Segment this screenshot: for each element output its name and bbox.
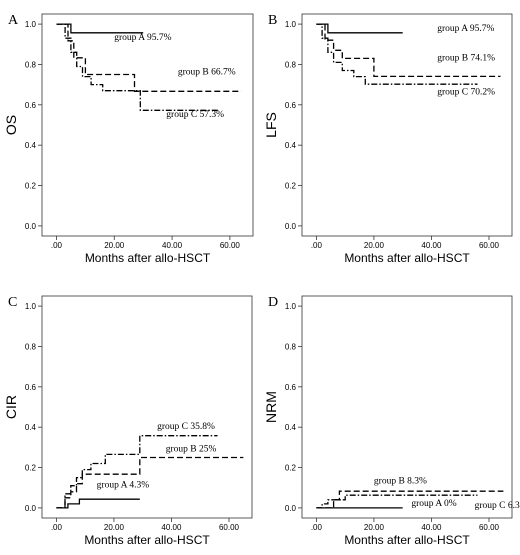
panel-b-ytick-label: 0.2 [285,182,297,191]
panel-b-x-axis-label: Months after allo-HSCT [344,251,470,265]
panel-d-ytick-label: 1.0 [285,302,297,311]
panel-a-ytick-label: 0.8 [25,60,37,69]
panel-c-series-b-annotation: group B 25% [166,444,217,454]
panel-a-xtick-label: 20.00 [104,241,125,250]
panel-c-letter: C [8,295,17,310]
panel-b-series-c-annotation: group C 70.2% [437,88,495,98]
panel-c-ytick-label: 1.0 [25,302,37,311]
panel-b-ytick-label: 0.8 [285,60,297,69]
panel-b-ytick-label: 0.6 [285,101,297,110]
panel-b-y-axis-label: LFS [263,112,279,138]
panel-d-xtick-label: 60.00 [479,523,500,532]
panel-c-ytick-label: 0.2 [25,464,37,473]
panel-a-ytick-label: 0.2 [25,182,37,191]
panel-b-xtick-label: .00 [311,241,323,250]
panel-c-ytick-label: 0.0 [25,504,37,513]
panel-c-ytick-label: 0.4 [25,423,37,432]
panel-c-xtick-label: .00 [51,523,63,532]
panel-d-letter: D [268,295,278,310]
panel-d-ytick-label: 0.0 [285,504,297,513]
panel-a-series-b-annotation: group B 66.7% [178,68,236,78]
panel-d-series-a-annotation: group A 0% [411,499,456,509]
panel-b-series-a-annotation: group A 95.7% [437,24,494,34]
panel-c-xtick-label: 60.00 [219,523,240,532]
panel-c-series-a-annotation: group A 4.3% [97,481,150,491]
panel-b-letter: B [268,13,277,28]
panel-d-series-c-annotation: group C 6.3% [475,501,520,511]
panel-b-plot-frame [301,13,513,237]
panel-a-series-a-annotation: group A 95.7% [114,33,171,43]
panel-b-series-a-line [316,23,403,34]
panel-c-y-axis-label: CIR [3,395,19,419]
panel-d-xtick-label: 40.00 [421,523,442,532]
panel-b-xtick-label: 60.00 [479,241,500,250]
panel-d-ytick-label: 0.2 [285,464,297,473]
panel-d-ytick-label: 0.4 [285,423,297,432]
panel-a-xtick-label: 60.00 [220,241,241,250]
panel-d-ytick-label: 0.6 [285,383,297,392]
panel-a-series-b-line [56,23,242,92]
panel-d-plot-frame [301,295,513,519]
panel-c-series-b-line [56,456,244,509]
panel-b-series-b-annotation: group B 74.1% [437,53,495,63]
panel-d-xtick-label: 20.00 [364,523,385,532]
panel-c-series-a-line [56,498,140,509]
panel-a-series-a-line [56,23,144,34]
panel-a-ytick-label: 0.4 [25,141,37,150]
panel-c-plot-frame [41,295,253,519]
panel-a-ytick-label: 0.0 [25,222,37,231]
panel-b-ytick-label: 0.4 [285,141,297,150]
panel-c-x-axis-label: Months after allo-HSCT [84,533,210,547]
panel-a-xtick-label: .00 [51,241,63,250]
panel-a-ytick-label: 1.0 [25,20,37,29]
panel-b-xtick-label: 40.00 [421,241,442,250]
panel-c-series-c-line [56,435,218,509]
panel-c-ytick-label: 0.6 [25,383,37,392]
panel-c-xtick-label: 40.00 [161,523,182,532]
panel-d-y-axis-label: NRM [263,391,279,423]
panel-d-ytick-label: 0.8 [285,342,297,351]
panel-a-series-c-line [56,23,219,111]
panel-d-x-axis-label: Months after allo-HSCT [344,533,470,547]
panel-b-ytick-label: 1.0 [285,20,297,29]
panel-a-letter: A [8,13,19,28]
panel-a-series-c-annotation: group C 57.3% [166,110,224,120]
panel-d-xtick-label: .00 [311,523,323,532]
panel-b-xtick-label: 20.00 [364,241,385,250]
panel-b-series-b-line [316,23,501,78]
panel-a-y-axis-label: OS [3,115,19,135]
panel-c-ytick-label: 0.8 [25,342,37,351]
panel-b-ytick-label: 0.0 [285,222,297,231]
panel-a-plot-frame [41,13,254,237]
panel-a-ytick-label: 0.6 [25,101,37,110]
panel-a-x-axis-label: Months after allo-HSCT [85,251,211,265]
panel-a-xtick-label: 40.00 [162,241,183,250]
panel-c-series-c-annotation: group C 35.8% [157,422,215,432]
panel-d-series-b-annotation: group B 8.3% [374,477,427,487]
panel-b-series-c-line [316,23,478,85]
panel-c-xtick-label: 20.00 [104,523,125,532]
